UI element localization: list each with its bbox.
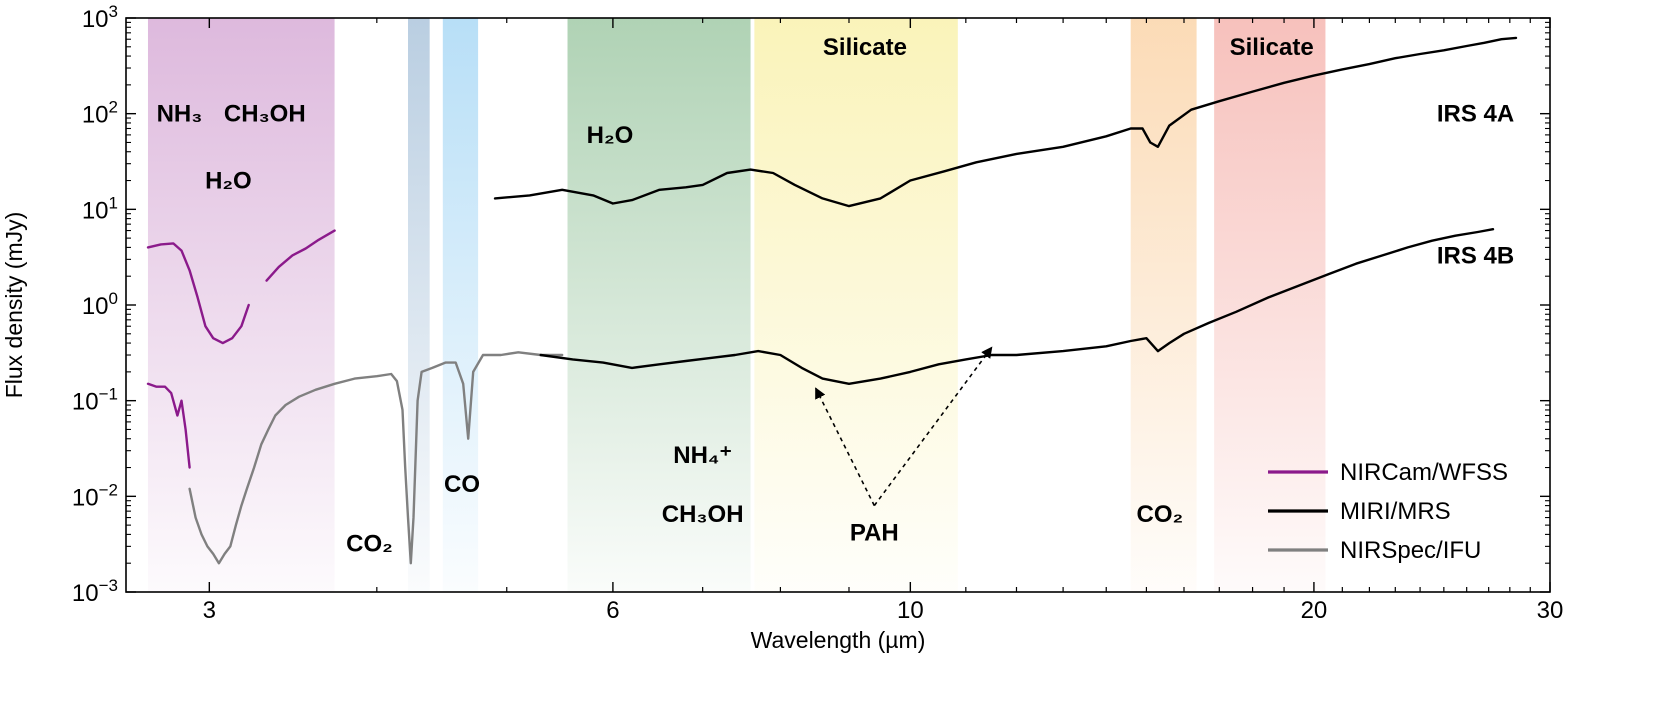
x-tick-label: 3 xyxy=(203,597,216,624)
series-line-lower xyxy=(146,382,191,469)
band-label: PAH xyxy=(850,519,899,546)
y-tick-label: 10−3 xyxy=(72,576,118,607)
y-tick-exponent: 3 xyxy=(109,2,118,21)
legend-label: NIRSpec/IFU xyxy=(1340,537,1481,564)
band-label: NH₄⁺ xyxy=(673,442,732,469)
absorption-band xyxy=(147,18,335,592)
series-line-upper xyxy=(146,242,250,345)
band-label: Silicate xyxy=(823,34,907,61)
source-label: IRS 4A xyxy=(1437,101,1514,128)
y-axis-title: Flux density (mJy) xyxy=(1,212,27,399)
y-tick-label: 101 xyxy=(82,193,118,224)
y-tick-label: 100 xyxy=(82,289,118,320)
pah-arrow xyxy=(873,346,993,507)
y-tick-base: 10 xyxy=(72,580,99,607)
y-tick-base: 10 xyxy=(82,6,109,33)
x-tick-label: 20 xyxy=(1301,597,1328,624)
legend: NIRCam/WFSS MIRI/MRS NIRSpec/IFU xyxy=(1268,459,1508,564)
y-tick-exponent: −1 xyxy=(99,385,118,404)
absorption-band xyxy=(442,18,479,592)
x-tick-label: 6 xyxy=(606,597,619,624)
y-tick-base: 10 xyxy=(82,197,109,224)
annotations xyxy=(814,346,993,507)
y-tick-exponent: −2 xyxy=(99,480,118,499)
y-tick-base: 10 xyxy=(82,102,109,129)
absorption-band xyxy=(407,18,430,592)
band-label: CH₃OH xyxy=(662,501,744,528)
band-label: H₂O xyxy=(587,122,634,149)
y-tick-label: 102 xyxy=(82,98,118,129)
band-label: Silicate xyxy=(1230,34,1314,61)
absorption-band xyxy=(754,18,958,592)
y-tick-base: 10 xyxy=(72,484,99,511)
y-tick-base: 10 xyxy=(72,389,99,416)
band-label: CO₂ xyxy=(1137,501,1184,528)
absorption-band xyxy=(1214,18,1326,592)
y-tick-exponent: 0 xyxy=(109,289,118,308)
x-axis-title: Wavelength (µm) xyxy=(751,627,926,653)
legend-label: NIRCam/WFSS xyxy=(1340,459,1508,486)
axes: 3 6 10 20 3010−310−210−1100101102103Waveleng… xyxy=(1,2,1563,653)
y-tick-exponent: −3 xyxy=(99,576,118,595)
x-tick-label: 10 xyxy=(897,597,924,624)
absorption-band xyxy=(567,18,751,592)
y-tick-label: 10−2 xyxy=(72,480,118,511)
legend-label: MIRI/MRS xyxy=(1340,498,1451,525)
series-line-irs-4b xyxy=(539,227,1495,385)
y-tick-label: 103 xyxy=(82,2,118,33)
source-label: IRS 4B xyxy=(1437,242,1514,269)
band-label: CO xyxy=(444,471,480,498)
band-label: NH₃ xyxy=(157,101,203,128)
band-label: CH₃OH xyxy=(224,101,306,128)
band-label: H₂O xyxy=(205,168,252,195)
pah-arrow xyxy=(814,387,876,506)
series-line-lower xyxy=(188,351,564,565)
y-tick-exponent: 2 xyxy=(109,98,118,117)
y-tick-exponent: 1 xyxy=(109,193,118,212)
x-tick-label: 30 xyxy=(1537,597,1564,624)
data-series xyxy=(146,36,1518,565)
y-tick-label: 10−1 xyxy=(72,385,118,416)
y-tick-base: 10 xyxy=(82,293,109,320)
series-line-upper xyxy=(265,229,336,282)
series-line-irs-4a xyxy=(493,36,1518,208)
band-labels: NH₃ CH₃OH H₂O CO₂ CO H₂O NH₄⁺ CH₃OH Silicate PAH C… xyxy=(157,34,1515,558)
band-label: CO₂ xyxy=(346,531,393,558)
absorption-bands xyxy=(147,18,1326,592)
